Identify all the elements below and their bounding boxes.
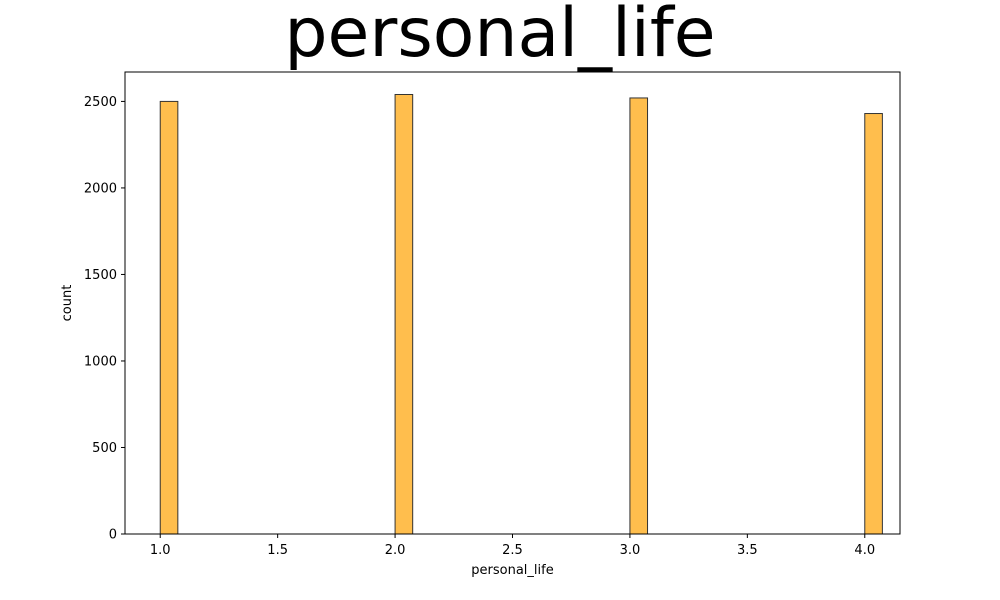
x-tick-label: 3.5: [737, 543, 758, 558]
histogram-bar: [864, 113, 883, 535]
x-tick-label: 2.0: [385, 543, 406, 558]
bars-layer: [159, 93, 883, 535]
chart-title: personal_life: [284, 0, 716, 73]
y-tick-label: 0: [109, 528, 117, 543]
y-tick-label: 2500: [84, 95, 117, 110]
x-tick-label: 2.5: [502, 543, 523, 558]
histogram-bar: [394, 93, 414, 535]
x-tick-label: 3.0: [620, 543, 641, 558]
histogram-bar: [159, 100, 179, 535]
y-tick-label: 1000: [84, 354, 117, 369]
y-tick-label: 2000: [84, 181, 117, 196]
y-tick-label: 500: [92, 441, 117, 456]
plot-frame: [124, 71, 901, 535]
x-tick-label: 1.5: [267, 543, 288, 558]
x-tick-label: 1.0: [150, 543, 171, 558]
y-axis-label: count: [60, 285, 75, 322]
x-tick-label: 4.0: [854, 543, 875, 558]
y-tick-label: 1500: [84, 268, 117, 283]
x-axis-ticks: 1.0 1.5 2.0 2.5 3.0 3.5 4.0: [150, 534, 875, 558]
histogram-bar: [629, 97, 649, 535]
y-axis-ticks: 0 500 1000 1500 2000 2500: [84, 95, 125, 543]
x-axis-label: personal_life: [471, 563, 553, 578]
